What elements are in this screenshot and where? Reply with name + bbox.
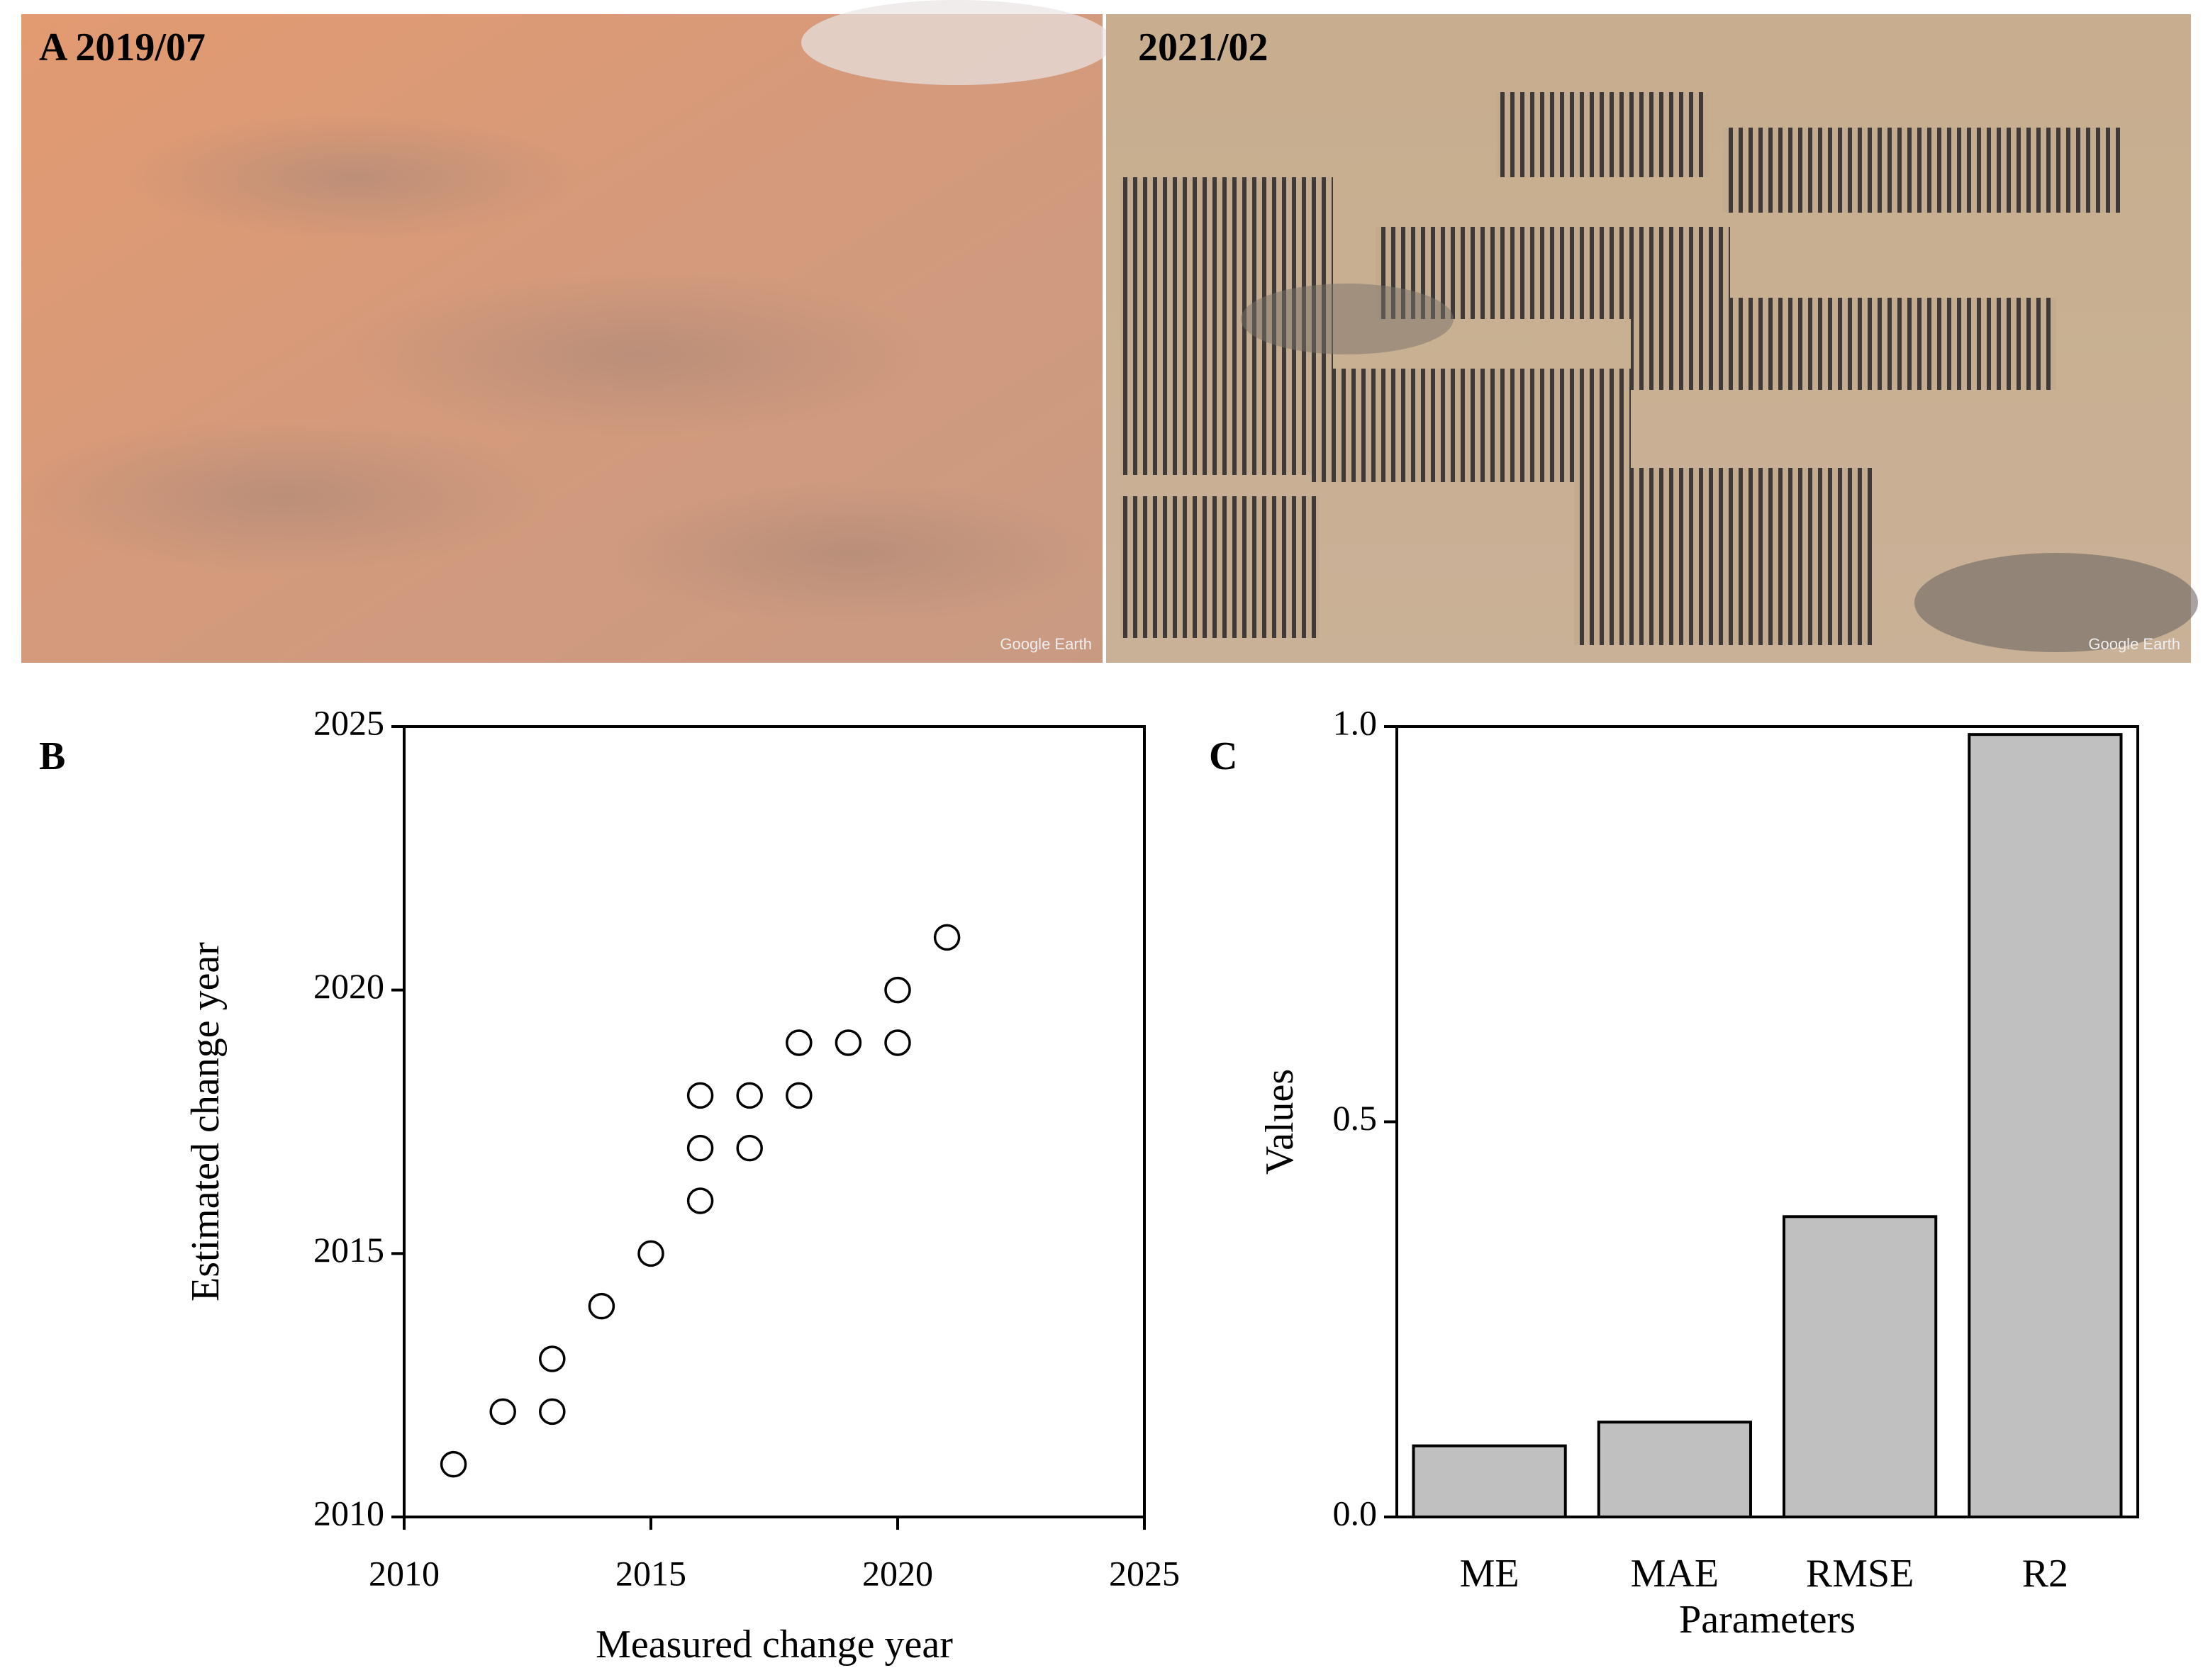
y-tick-label: 2015 (313, 1230, 384, 1270)
plot-frame (403, 725, 1146, 1518)
panel-label: C (1209, 734, 1237, 778)
panel-label: B (39, 734, 65, 778)
scatter-point (884, 1029, 911, 1056)
y-tick-label: 0.5 (1333, 1098, 1378, 1138)
bar (1783, 1215, 1938, 1519)
scatter-point (539, 1345, 566, 1372)
image-caption: A 2019/07 (39, 26, 206, 69)
y-tick-label: 2020 (313, 966, 384, 1006)
scatter-point (686, 1134, 714, 1162)
y-tick-label: 2025 (313, 702, 384, 742)
scatter-point (489, 1398, 516, 1426)
scatter-point (588, 1292, 615, 1320)
x-tick-label: 2025 (1109, 1553, 1180, 1593)
scatter-point (539, 1398, 566, 1426)
scatter-point (786, 1082, 813, 1109)
y-axis-label: Values (1258, 1069, 1302, 1175)
scatter-point (686, 1187, 714, 1214)
x-tick-label: MAE (1631, 1552, 1719, 1596)
scatter-point (736, 1082, 763, 1109)
image-credit: Google Earth (1000, 635, 1092, 653)
x-tick-label: ME (1460, 1552, 1519, 1596)
x-tick-label: 2010 (369, 1553, 440, 1593)
scatter-point (933, 924, 961, 951)
y-tick-label: 1.0 (1333, 702, 1378, 742)
bar (1597, 1421, 1752, 1518)
image-caption: 2021/02 (1138, 26, 1268, 69)
x-tick-label: RMSE (1806, 1552, 1914, 1596)
scatter-point (786, 1029, 813, 1056)
x-tick-label: 2015 (615, 1553, 686, 1593)
y-tick-label: 0.0 (1333, 1493, 1378, 1533)
x-axis-label: Measured change year (596, 1623, 953, 1667)
y-axis-label: Estimated change year (184, 942, 228, 1301)
image-a: A 2019/07 Google Earth (14, 0, 1113, 663)
image-b: 2021/02 Google Earth (1106, 14, 2198, 663)
x-tick-label: 2020 (862, 1553, 933, 1593)
image-credit: Google Earth (2088, 635, 2180, 653)
scatter-point (637, 1240, 664, 1267)
y-tick-label: 2010 (313, 1493, 384, 1533)
x-axis-label: Parameters (1679, 1598, 1856, 1642)
scatter-point (884, 976, 911, 1004)
scatter-point (440, 1450, 467, 1478)
scatter-point (835, 1029, 862, 1056)
bar (1412, 1444, 1567, 1519)
bar (1968, 733, 2123, 1518)
x-tick-label: R2 (2022, 1552, 2068, 1596)
scatter-point (686, 1082, 714, 1109)
scatter-point (736, 1134, 763, 1162)
